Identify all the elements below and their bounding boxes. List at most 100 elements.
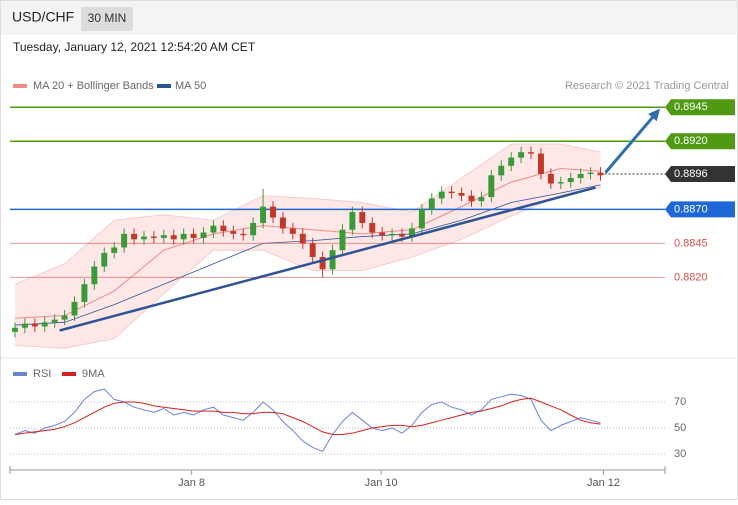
candle-body	[488, 175, 495, 198]
level-label: 0.8896	[674, 168, 708, 180]
legend-swatch	[62, 372, 76, 376]
x-tick-label: Jan 8	[178, 477, 205, 489]
legend-label: MA 50	[175, 80, 206, 92]
candle-body	[577, 173, 584, 179]
candle-body	[81, 284, 88, 302]
candle-body	[339, 229, 346, 251]
level-label-box	[665, 201, 735, 218]
bollinger-upper	[14, 143, 601, 285]
candle-body	[101, 252, 108, 267]
candle-body	[170, 235, 177, 240]
level-label: 0.8920	[674, 135, 708, 147]
candle-body	[329, 250, 336, 270]
candle-body	[528, 152, 534, 154]
candle-body	[71, 301, 78, 316]
legend-label: 9MA	[82, 368, 105, 380]
candle-body	[279, 217, 286, 229]
x-tick-label: Jan 10	[365, 477, 398, 489]
candle-body	[240, 233, 247, 236]
candle-body	[21, 323, 28, 328]
candle-body	[111, 247, 118, 253]
candle-body	[200, 232, 207, 238]
candle-body	[270, 206, 276, 218]
candle-body	[557, 182, 564, 184]
candle-body	[587, 172, 594, 174]
credit: Research © 2021 Trading Central	[565, 80, 729, 92]
interval-badge[interactable]	[81, 7, 133, 31]
candle-body	[309, 243, 316, 257]
y-tick-label: 30	[674, 448, 686, 460]
candle-body	[160, 235, 167, 238]
candle-body	[230, 231, 237, 234]
candle-body	[468, 195, 475, 202]
candle-body	[41, 322, 48, 327]
candle-body	[418, 209, 425, 229]
y-tick-label: 70	[674, 396, 686, 408]
candle-body	[349, 212, 356, 230]
level-label-box	[665, 133, 735, 150]
legend-swatch	[13, 84, 27, 88]
candle-body	[438, 191, 445, 199]
legend-label: RSI	[33, 368, 51, 380]
candle-body	[289, 228, 296, 234]
candle-body	[369, 222, 376, 233]
candle-body	[150, 236, 157, 238]
candle-body	[408, 228, 415, 237]
candle-body	[11, 327, 18, 332]
candle-body	[31, 323, 38, 327]
candle-body	[458, 193, 465, 196]
level-label: 0.8945	[674, 101, 708, 113]
level-label-box	[665, 165, 735, 182]
candle-body	[299, 233, 306, 244]
candle-body	[399, 233, 405, 237]
candle-body	[250, 222, 257, 236]
candle-body	[190, 233, 197, 238]
candle-body	[567, 178, 574, 183]
candle-body	[141, 236, 147, 240]
interval[interactable]: 30 MIN	[88, 11, 127, 25]
rsi-line	[14, 388, 601, 452]
arrow-head	[648, 108, 661, 122]
x-tick-label: Jan 12	[587, 477, 620, 489]
arrow	[604, 113, 656, 174]
level-label: 0.8820	[674, 271, 708, 283]
timestamp: Tuesday, January 12, 2021 12:54:20 AM CE…	[13, 40, 256, 54]
level-label-box	[665, 99, 735, 116]
legend-swatch	[13, 372, 27, 376]
candle-body	[210, 225, 217, 233]
candle-body	[260, 206, 267, 223]
candle-body	[597, 172, 604, 176]
candle-body	[91, 266, 98, 285]
candle-body	[220, 225, 227, 232]
candle-body	[508, 157, 515, 166]
symbol: USD/CHF	[12, 9, 74, 25]
bollinger-lower	[14, 187, 601, 349]
candle-body	[319, 256, 326, 270]
candle-body	[428, 198, 435, 210]
candle-body	[389, 233, 396, 236]
level-label: 0.8870	[674, 203, 708, 215]
candle-body	[547, 173, 554, 184]
legend-label: MA 20 + Bollinger Bands	[33, 80, 154, 92]
candle-body	[131, 233, 138, 240]
candle-body	[121, 233, 128, 248]
candle-body	[61, 315, 68, 320]
candle-body	[180, 233, 187, 240]
candle-body	[518, 152, 525, 158]
candle-body	[51, 319, 58, 323]
candle-body	[379, 232, 386, 236]
ma20-line	[14, 168, 601, 319]
candle-body	[498, 165, 505, 176]
candle-body	[448, 191, 455, 194]
candle-body	[478, 197, 485, 202]
candle-body	[537, 153, 544, 174]
y-tick-label: 50	[674, 422, 686, 434]
rsi-line	[14, 397, 601, 435]
level-label: 0.8845	[674, 237, 708, 249]
legend-swatch	[157, 84, 171, 88]
trendline	[59, 186, 596, 332]
candle-body	[359, 212, 366, 223]
bollinger-area	[14, 144, 601, 349]
